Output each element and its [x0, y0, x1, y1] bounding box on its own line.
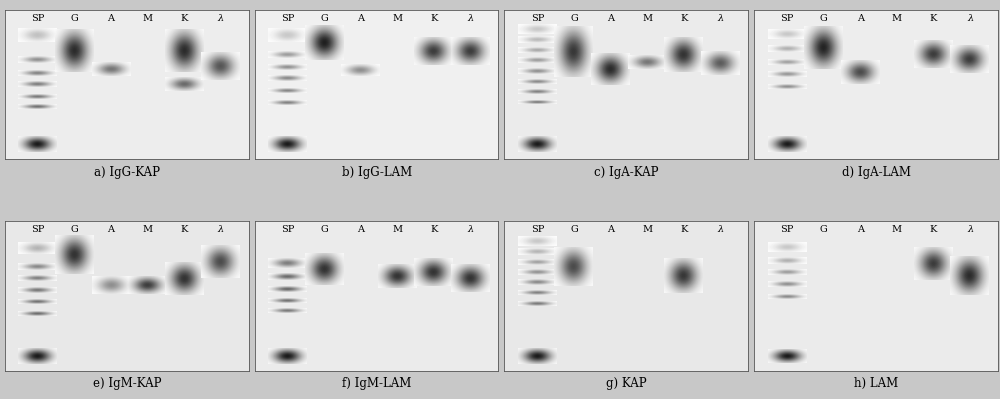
Text: G: G — [320, 225, 328, 234]
Text: λ: λ — [467, 225, 474, 234]
Text: K: K — [180, 14, 188, 23]
Text: K: K — [930, 14, 937, 23]
Text: λ: λ — [218, 225, 224, 234]
Text: λ: λ — [967, 14, 973, 23]
Text: f) IgM-LAM: f) IgM-LAM — [342, 377, 411, 390]
Text: λ: λ — [218, 14, 224, 23]
Text: λ: λ — [717, 225, 723, 234]
Text: M: M — [642, 14, 652, 23]
Text: G: G — [71, 225, 78, 234]
Text: c) IgA-KAP: c) IgA-KAP — [594, 166, 659, 179]
Text: K: K — [930, 225, 937, 234]
Text: A: A — [857, 225, 864, 234]
Text: SP: SP — [780, 225, 794, 234]
Text: M: M — [392, 225, 402, 234]
Text: A: A — [857, 14, 864, 23]
Text: K: K — [680, 225, 687, 234]
Text: a) IgG-KAP: a) IgG-KAP — [94, 166, 160, 179]
Text: λ: λ — [967, 225, 973, 234]
Text: M: M — [892, 225, 902, 234]
Text: K: K — [180, 225, 188, 234]
Text: M: M — [143, 14, 153, 23]
Text: SP: SP — [531, 14, 544, 23]
Text: SP: SP — [31, 225, 45, 234]
Text: λ: λ — [467, 14, 474, 23]
Text: M: M — [392, 14, 402, 23]
Text: λ: λ — [717, 14, 723, 23]
Text: K: K — [430, 14, 438, 23]
Text: G: G — [320, 14, 328, 23]
Text: M: M — [143, 225, 153, 234]
Text: SP: SP — [531, 225, 544, 234]
Text: K: K — [430, 225, 438, 234]
Text: A: A — [108, 14, 115, 23]
Text: G: G — [820, 225, 828, 234]
Text: G: G — [570, 225, 578, 234]
Text: A: A — [357, 225, 364, 234]
Text: M: M — [892, 14, 902, 23]
Text: SP: SP — [281, 225, 294, 234]
Text: e) IgM-KAP: e) IgM-KAP — [93, 377, 161, 390]
Text: A: A — [108, 225, 115, 234]
Text: h) LAM: h) LAM — [854, 377, 898, 390]
Text: d) IgA-LAM: d) IgA-LAM — [842, 166, 911, 179]
Text: SP: SP — [31, 14, 45, 23]
Text: A: A — [607, 14, 614, 23]
Text: g) KAP: g) KAP — [606, 377, 647, 390]
Text: SP: SP — [281, 14, 294, 23]
Text: SP: SP — [780, 14, 794, 23]
Text: K: K — [680, 14, 687, 23]
Text: A: A — [607, 225, 614, 234]
Text: G: G — [820, 14, 828, 23]
Text: b) IgG-LAM: b) IgG-LAM — [342, 166, 412, 179]
Text: G: G — [570, 14, 578, 23]
Text: M: M — [642, 225, 652, 234]
Text: G: G — [71, 14, 78, 23]
Text: A: A — [357, 14, 364, 23]
